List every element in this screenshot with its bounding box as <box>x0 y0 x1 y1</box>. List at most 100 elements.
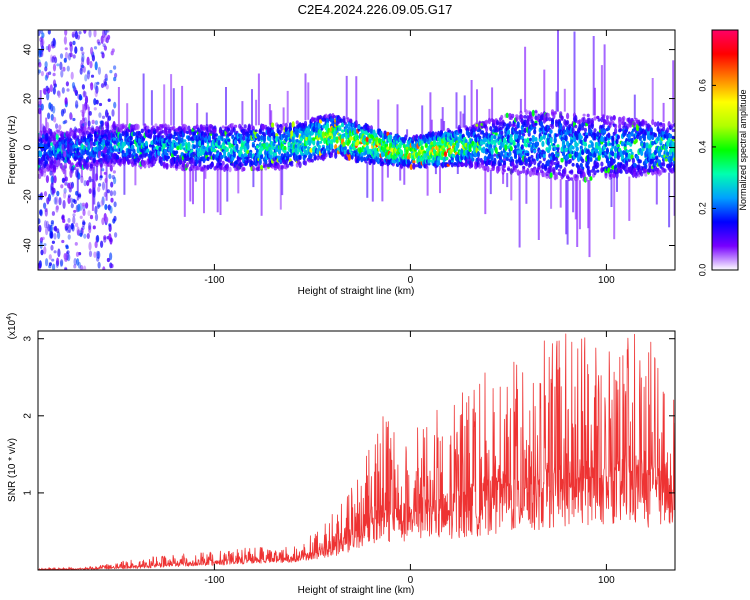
heatmap-cell <box>207 135 212 141</box>
heatmap-cell <box>81 51 85 55</box>
heatmap-cell <box>255 145 260 149</box>
heatmap-cell <box>62 199 66 209</box>
heatmap-cell <box>648 148 652 154</box>
heatmap-cell <box>596 162 600 169</box>
heatmap-cell <box>69 52 73 58</box>
heatmap-cell <box>571 162 575 167</box>
heatmap-cell <box>437 160 441 166</box>
heatmap-cell <box>527 156 531 160</box>
heatmap-cell <box>261 124 265 130</box>
heatmap-cell <box>42 87 47 95</box>
heatmap-cell <box>107 98 111 102</box>
heatmap-cell <box>206 164 210 171</box>
heatmap-cell <box>44 208 48 217</box>
heatmap-cell <box>507 129 511 136</box>
heatmap-cell <box>531 109 535 117</box>
heatmap-cell <box>405 146 409 150</box>
heatmap-cell <box>642 133 647 141</box>
heatmap-cell <box>575 177 579 181</box>
snr-x-ticks: -100 0 100 <box>204 331 615 586</box>
heatmap-cell <box>89 82 93 87</box>
heatmap-cell <box>43 202 47 209</box>
heatmap-cell <box>625 152 629 158</box>
heatmap-cell <box>175 150 179 155</box>
heatmap-cell <box>88 222 92 231</box>
heatmap-cell <box>66 88 70 92</box>
heatmap-cell <box>110 181 114 188</box>
heatmap-cell <box>72 85 76 92</box>
heatmap-cell <box>63 253 67 260</box>
heatmap-cell <box>502 160 507 166</box>
heatmap-cell <box>566 120 570 125</box>
heatmap-cell <box>508 151 512 157</box>
heatmap-cell <box>69 113 73 120</box>
heatmap-cell <box>46 197 50 205</box>
heatmap-cell <box>52 63 57 72</box>
heatmap-cell <box>100 200 104 207</box>
heatmap-cell <box>67 194 71 198</box>
heatmap-cell <box>94 173 98 182</box>
heatmap-cell <box>520 135 524 140</box>
heatmap-cell <box>59 61 63 71</box>
heatmap-cell <box>347 154 351 161</box>
heatmap-cell <box>587 169 592 174</box>
heatmap-cell <box>70 147 74 153</box>
heatmap-cell <box>55 260 59 269</box>
heatmap-cell <box>409 164 413 170</box>
heatmap-cell <box>516 142 520 147</box>
heatmap-cell <box>644 163 648 170</box>
heatmap-cell <box>95 85 99 94</box>
heatmap-cell <box>58 141 62 146</box>
heatmap-cell <box>52 37 56 47</box>
heatmap-cell <box>265 142 269 147</box>
heatmap-cell <box>423 136 427 144</box>
heatmap-cell <box>568 123 572 127</box>
heatmap-cell <box>501 142 505 148</box>
heatmap-cell <box>446 131 450 138</box>
heatmap-cell <box>177 165 181 170</box>
heatmap-cell <box>40 144 44 148</box>
heatmap-cell <box>64 51 69 60</box>
heatmap-cell <box>559 111 563 117</box>
heatmap-cell <box>114 148 118 152</box>
heatmap-cell <box>81 84 85 90</box>
heatmap-cell <box>71 31 75 38</box>
heatmap-cell <box>111 175 115 180</box>
heatmap-cell <box>365 140 369 146</box>
heatmap-cell <box>561 151 566 157</box>
heatmap-cell <box>555 172 559 176</box>
heatmap-cell <box>111 48 115 53</box>
heatmap-cell <box>45 226 49 236</box>
heatmap-cell <box>127 158 131 165</box>
heatmap-cell <box>579 163 583 168</box>
heatmap-cell <box>417 150 421 156</box>
heatmap-cell <box>513 151 518 158</box>
heatmap-cell <box>50 220 55 225</box>
heatmap-cell <box>303 120 308 126</box>
heatmap-cell <box>79 232 83 237</box>
heatmap-cell <box>538 160 542 164</box>
heatmap-cell <box>56 63 60 67</box>
heatmap-cell <box>101 115 106 120</box>
heatmap-cell <box>89 214 94 220</box>
heatmap-cell <box>73 264 77 269</box>
heatmap-cell <box>575 133 579 141</box>
heatmap-cell <box>542 150 546 155</box>
heatmap-cell <box>332 135 336 143</box>
heatmap-cell <box>50 222 54 227</box>
heatmap-cell <box>63 191 67 199</box>
heatmap-cell <box>67 182 71 189</box>
heatmap-cell <box>116 155 120 160</box>
heatmap-cell <box>611 151 615 157</box>
heatmap-cell <box>78 31 82 35</box>
heatmap-cell <box>515 116 519 122</box>
heatmap-cell <box>253 167 257 171</box>
heatmap-cell <box>38 224 42 233</box>
heatmap-cell <box>72 33 76 38</box>
heatmap-cell <box>113 201 117 208</box>
heatmap-cell <box>360 156 364 163</box>
heatmap-cell <box>343 146 347 151</box>
heatmap-cell <box>533 149 537 153</box>
heatmap-cell <box>596 115 600 119</box>
heatmap-cell <box>582 113 586 117</box>
